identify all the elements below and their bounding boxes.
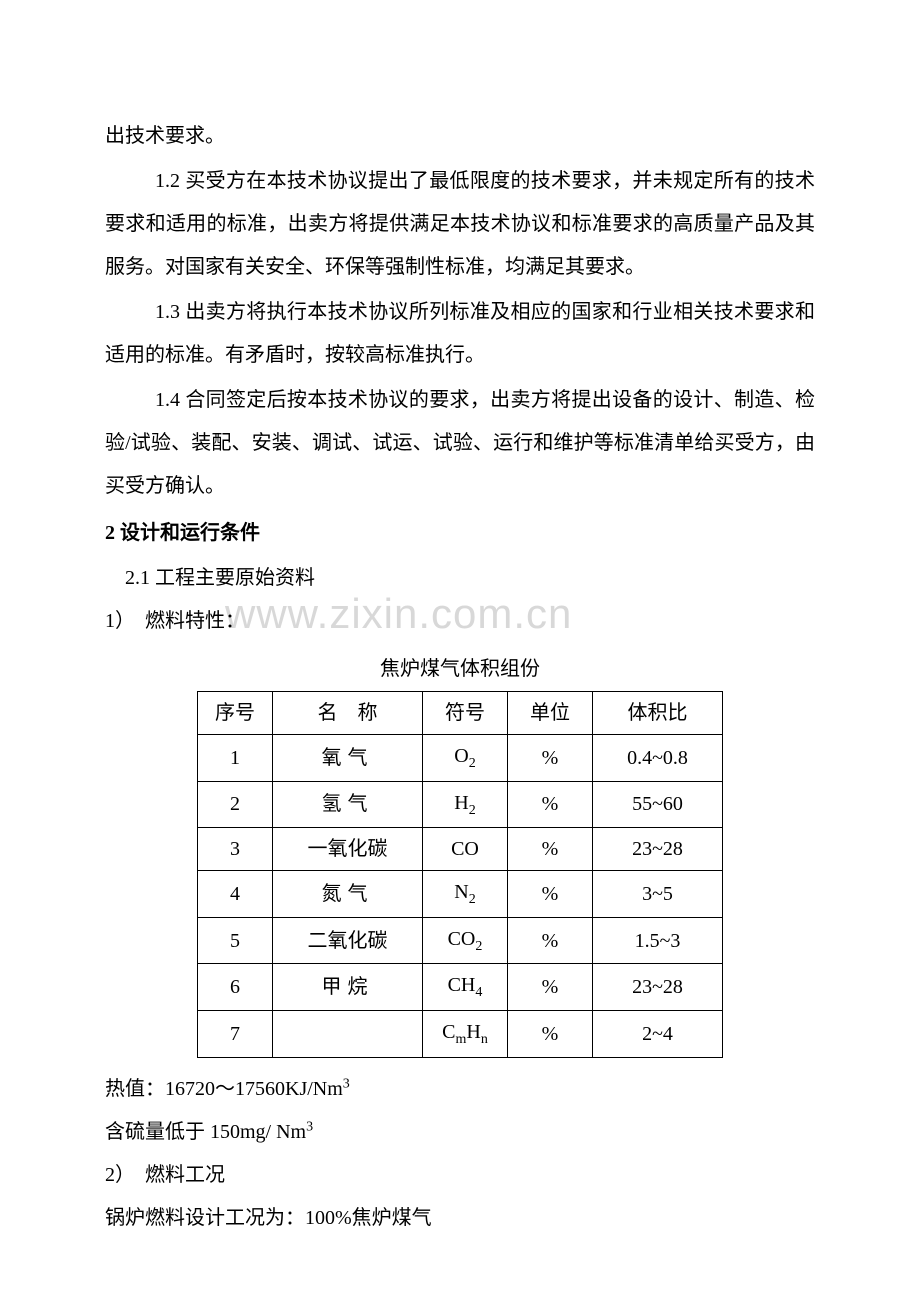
table-row: 3 一氧化碳 CO % 23~28 — [198, 828, 723, 871]
sulfur-note: 含硫量低于 150mg/ Nm3 — [105, 1111, 815, 1154]
gas-composition-table: 序号 名 称 符号 单位 体积比 1 氧气 O2 % 0.4~0.8 2 氢气 … — [197, 691, 723, 1058]
cell-unit: % — [508, 964, 593, 1011]
cell-seq: 4 — [198, 871, 273, 918]
cell-unit: % — [508, 735, 593, 782]
cell-name: 一氧化碳 — [273, 828, 423, 871]
cell-unit: % — [508, 871, 593, 918]
cell-seq: 1 — [198, 735, 273, 782]
table-row: 4 氮气 N2 % 3~5 — [198, 871, 723, 918]
cell-symbol: CH4 — [423, 964, 508, 1011]
paragraph-1-2: 1.2 买受方在本技术协议提出了最低限度的技术要求，并未规定所有的技术要求和适用… — [105, 160, 815, 289]
cell-unit: % — [508, 1010, 593, 1057]
cell-seq: 6 — [198, 964, 273, 1011]
cell-symbol: N2 — [423, 871, 508, 918]
table-row: 2 氢气 H2 % 55~60 — [198, 781, 723, 828]
boiler-design-note: 锅炉燃料设计工况为：100%焦炉煤气 — [105, 1197, 815, 1240]
cell-symbol: CO2 — [423, 917, 508, 964]
header-seq: 序号 — [198, 692, 273, 735]
cell-seq: 3 — [198, 828, 273, 871]
cell-seq: 5 — [198, 917, 273, 964]
cell-ratio: 23~28 — [593, 964, 723, 1011]
header-name: 名 称 — [273, 692, 423, 735]
cell-symbol: CO — [423, 828, 508, 871]
paragraph-1-3: 1.3 出卖方将执行本技术协议所列标准及相应的国家和行业相关技术要求和适用的标准… — [105, 291, 815, 377]
cell-name: 氧气 — [273, 735, 423, 782]
cell-name: 氢气 — [273, 781, 423, 828]
paragraph-1-4: 1.4 合同签定后按本技术协议的要求，出卖方将提出设备的设计、制造、检验/试验、… — [105, 379, 815, 508]
cell-name: 氮气 — [273, 871, 423, 918]
paragraph-1-continuation: 出技术要求。 — [105, 115, 815, 158]
heat-value-note: 热值：16720～17560KJ/Nm3 — [105, 1068, 815, 1111]
item-fuel-properties: 1） 燃料特性： — [105, 600, 815, 643]
header-symbol: 符号 — [423, 692, 508, 735]
cell-ratio: 3~5 — [593, 871, 723, 918]
header-ratio: 体积比 — [593, 692, 723, 735]
section-2-heading: 2 设计和运行条件 — [105, 512, 815, 555]
table-row: 5 二氧化碳 CO2 % 1.5~3 — [198, 917, 723, 964]
cell-symbol: H2 — [423, 781, 508, 828]
cell-ratio: 2~4 — [593, 1010, 723, 1057]
cell-ratio: 23~28 — [593, 828, 723, 871]
cell-ratio: 55~60 — [593, 781, 723, 828]
table-header-row: 序号 名 称 符号 单位 体积比 — [198, 692, 723, 735]
cell-unit: % — [508, 828, 593, 871]
cell-ratio: 0.4~0.8 — [593, 735, 723, 782]
cell-name — [273, 1010, 423, 1057]
cell-ratio: 1.5~3 — [593, 917, 723, 964]
cell-symbol: O2 — [423, 735, 508, 782]
table-row: 1 氧气 O2 % 0.4~0.8 — [198, 735, 723, 782]
cell-name: 甲烷 — [273, 964, 423, 1011]
cell-symbol: CmHn — [423, 1010, 508, 1057]
table-row: 6 甲烷 CH4 % 23~28 — [198, 964, 723, 1011]
cell-unit: % — [508, 917, 593, 964]
cell-seq: 7 — [198, 1010, 273, 1057]
cell-unit: % — [508, 781, 593, 828]
table-row: 7 CmHn % 2~4 — [198, 1010, 723, 1057]
section-2-1: 2.1 工程主要原始资料 — [105, 557, 815, 600]
item-fuel-condition: 2） 燃料工况 — [105, 1154, 815, 1197]
header-unit: 单位 — [508, 692, 593, 735]
table-title: 焦炉煤气体积组份 — [105, 649, 815, 689]
cell-name: 二氧化碳 — [273, 917, 423, 964]
cell-seq: 2 — [198, 781, 273, 828]
